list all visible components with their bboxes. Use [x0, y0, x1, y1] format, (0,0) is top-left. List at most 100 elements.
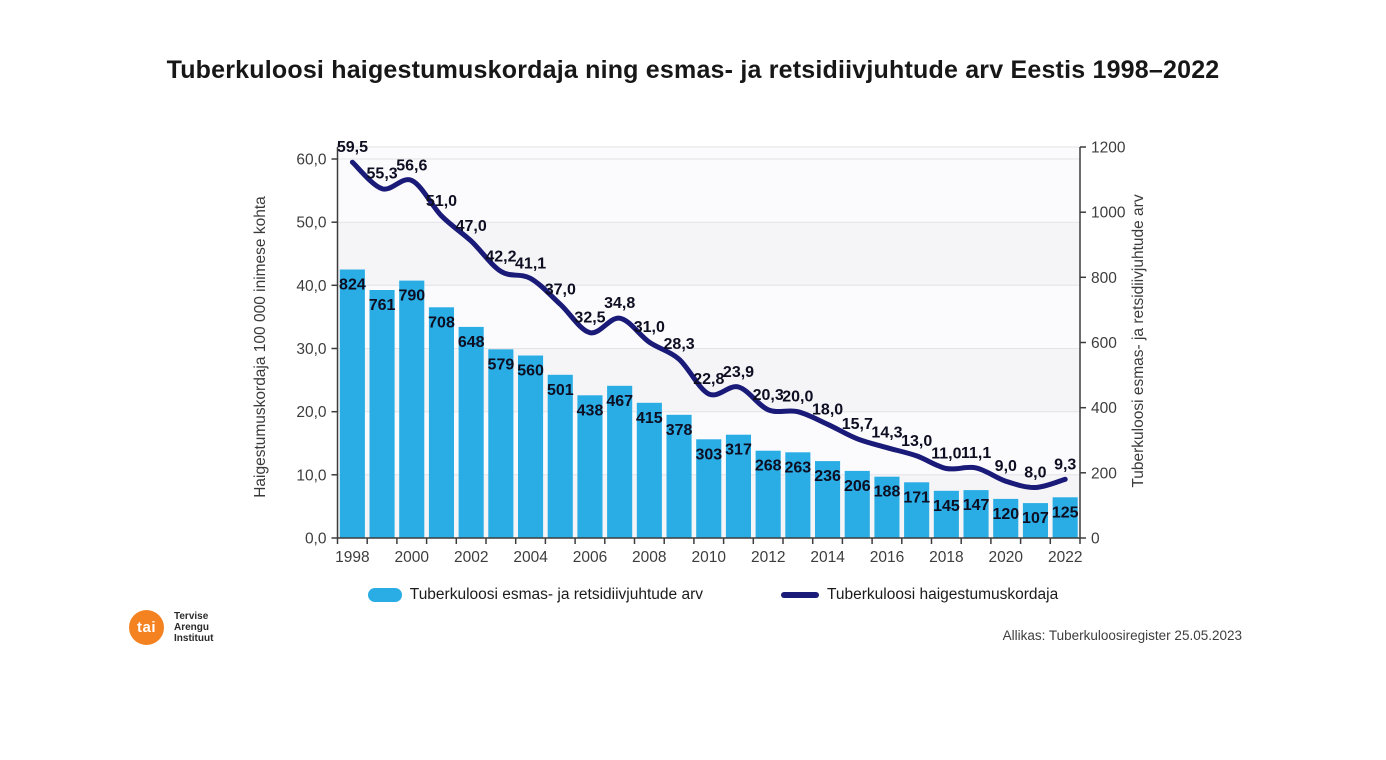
bar-2012: [755, 450, 781, 538]
svg-text:10,0: 10,0: [296, 467, 327, 484]
bar-label-2010: 303: [695, 446, 722, 463]
bar-label-1998: 824: [339, 277, 366, 294]
rate-label-2009: 28,3: [664, 336, 695, 353]
rate-label-2002: 47,0: [456, 218, 487, 235]
bar-2018: [933, 490, 959, 538]
legend-item-cases: Tuberkuloosi esmas- ja retsidiivjuhtude …: [367, 586, 703, 604]
svg-text:50,0: 50,0: [296, 215, 327, 232]
svg-text:2004: 2004: [513, 549, 548, 566]
bar-label-1999: 761: [369, 297, 396, 314]
rate-label-2022: 9,3: [1054, 456, 1076, 473]
rate-label-2021: 8,0: [1024, 465, 1046, 482]
axes: [331, 146, 1086, 544]
svg-text:800: 800: [1091, 270, 1117, 287]
tai-logo-line-3: Instituut: [174, 633, 214, 644]
right-axis-tick-labels: 0 200 400 600 800 1000 1200: [1091, 140, 1126, 548]
source-note: Allikas: Tuberkuloosiregister 25.05.2023: [1002, 628, 1242, 643]
bar-2005: [547, 374, 573, 538]
bar-label-2003: 579: [488, 356, 515, 373]
rate-label-2003: 42,2: [485, 248, 516, 265]
svg-text:2000: 2000: [395, 549, 430, 566]
svg-text:0,0: 0,0: [305, 531, 327, 548]
legend-label-rate: Tuberkuloosi haigestumuskordaja: [827, 586, 1059, 603]
bar-2001: [428, 307, 454, 538]
bar-label-2021: 107: [1022, 510, 1049, 527]
bar-label-2009: 378: [666, 422, 693, 439]
rate-label-2012: 20,3: [753, 387, 784, 404]
bar-label-2006: 438: [577, 402, 604, 419]
bar-label-2016: 188: [874, 484, 901, 501]
rate-label-2008: 31,0: [634, 319, 665, 336]
tai-logo: tai Tervise Arengu Instituut: [129, 610, 213, 645]
legend-bar-swatch-icon: [367, 588, 402, 602]
rate-label-2000: 56,6: [396, 158, 427, 175]
left-axis-title: Haigestumuskordaja 100 000 inimese kohta: [252, 196, 269, 498]
bar-2002: [458, 326, 484, 538]
svg-text:2020: 2020: [989, 549, 1024, 566]
bar-label-2001: 708: [428, 314, 455, 331]
bar-2021: [1022, 503, 1048, 538]
tai-logo-text: tai: [136, 619, 156, 636]
rate-label-2016: 14,3: [871, 425, 902, 442]
svg-text:60,0: 60,0: [296, 152, 327, 169]
bar-label-2004: 560: [517, 363, 544, 380]
bar-label-2022: 125: [1052, 504, 1079, 521]
svg-text:30,0: 30,0: [296, 341, 327, 358]
plot-background: [337, 147, 1080, 538]
bar-2014: [815, 461, 841, 538]
bar-1998: [339, 269, 365, 538]
tai-logo-mark-icon: tai: [129, 610, 164, 645]
bar-2011: [725, 434, 751, 538]
rate-label-1998: 59,5: [337, 139, 368, 156]
rate-label-2017: 13,0: [901, 433, 932, 450]
svg-text:2022: 2022: [1048, 549, 1082, 566]
bar-2009: [666, 414, 692, 538]
bar-label-2005: 501: [547, 382, 574, 399]
bar-label-2008: 415: [636, 410, 663, 427]
svg-text:2006: 2006: [573, 549, 607, 566]
svg-text:2012: 2012: [751, 549, 785, 566]
svg-text:2002: 2002: [454, 549, 488, 566]
bar-label-2014: 236: [814, 468, 841, 485]
svg-text:2008: 2008: [632, 549, 666, 566]
svg-text:600: 600: [1091, 335, 1117, 352]
rate-label-1999: 55,3: [367, 166, 398, 183]
bars-series: [339, 269, 1078, 538]
bar-label-2017: 171: [903, 489, 930, 506]
bar-2004: [518, 355, 544, 538]
bar-label-2018: 145: [933, 498, 960, 515]
rate-label-2006: 32,5: [574, 310, 605, 327]
bar-2003: [488, 349, 514, 538]
bar-2016: [874, 476, 900, 538]
tai-logo-name: Tervise Arengu Instituut: [174, 611, 213, 644]
rate-label-2001: 51,0: [426, 193, 457, 210]
svg-text:0: 0: [1091, 531, 1100, 548]
bar-label-2011: 317: [725, 442, 752, 459]
bar-label-2013: 263: [784, 459, 811, 476]
bar-2020: [993, 498, 1019, 538]
bar-label-2015: 206: [844, 478, 871, 495]
rate-label-2015: 15,7: [842, 416, 873, 433]
svg-text:2010: 2010: [692, 549, 727, 566]
rate-label-2005: 37,0: [545, 281, 576, 298]
rate-label-2004: 41,1: [515, 255, 546, 272]
bar-2006: [577, 395, 603, 538]
rate-label-2018: 11,0: [931, 446, 961, 463]
bar-label-2000: 790: [398, 288, 425, 305]
bar-2007: [607, 385, 633, 538]
svg-text:200: 200: [1091, 465, 1117, 482]
chart-title: Tuberkuloosi haigestumuskordaja ning esm…: [166, 56, 1220, 84]
bar-2010: [696, 439, 722, 538]
rate-label-2019: 11,1: [961, 445, 991, 462]
bar-2015: [844, 470, 870, 538]
rate-label-2007: 34,8: [604, 295, 635, 312]
legend-item-rate: Tuberkuloosi haigestumuskordaja: [781, 586, 1058, 604]
rate-line: [349, 159, 1068, 491]
svg-text:20,0: 20,0: [296, 404, 327, 421]
tai-logo-line-2: Arengu: [174, 622, 209, 633]
bar-2022: [1052, 497, 1078, 538]
svg-text:2014: 2014: [810, 549, 845, 566]
